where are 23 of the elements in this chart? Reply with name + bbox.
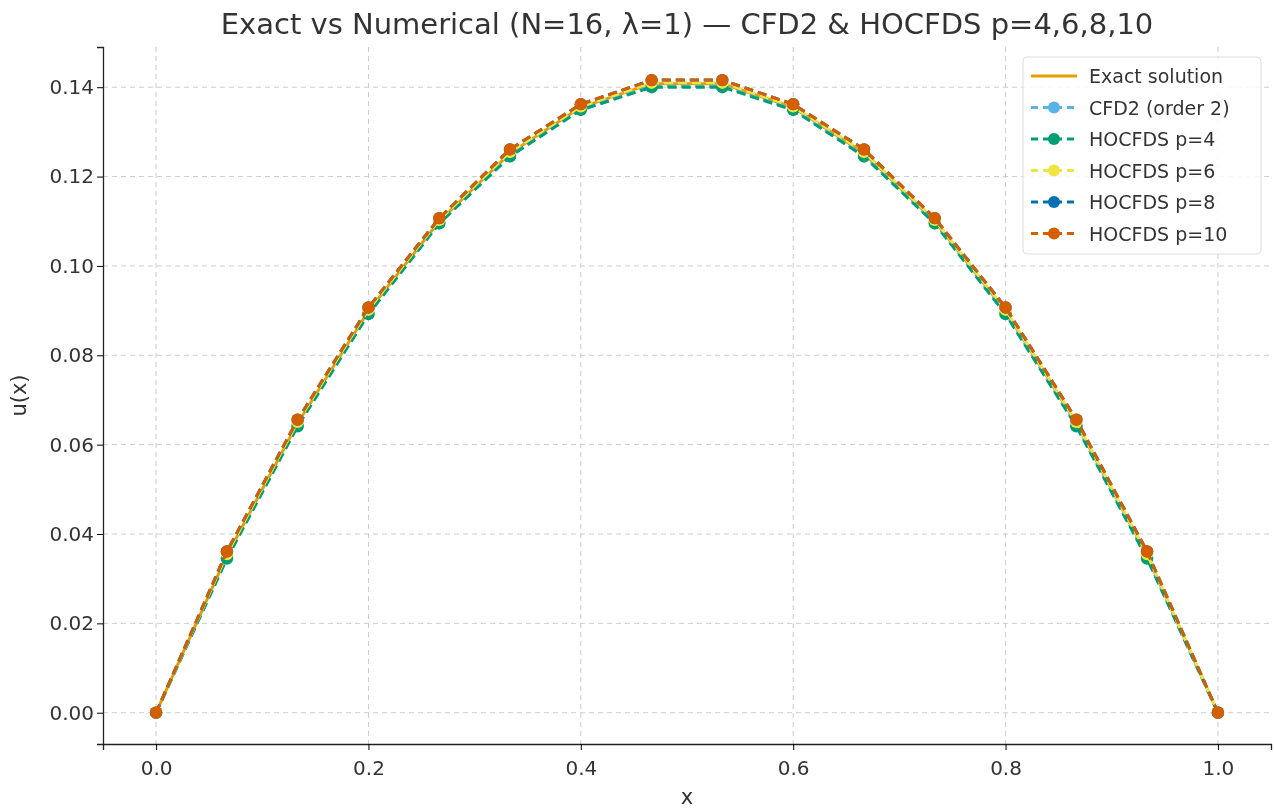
y-axis-title: u(x): [7, 374, 31, 417]
x-tick-label: 0.6: [777, 756, 810, 780]
x-tick-label: 0.2: [353, 756, 385, 780]
legend-label: HOCFDS p=8: [1089, 191, 1216, 213]
chart-title: Exact vs Numerical (N=16, λ=1) — CFD2 & HOCFDS p=4,6,8,10: [220, 7, 1154, 41]
legend-label: CFD2 (order 2): [1089, 96, 1230, 119]
x-tick-label: 0.4: [565, 756, 598, 780]
y-tick-label: 0.12: [49, 164, 94, 189]
y-tick-label: 0.08: [49, 343, 94, 368]
legend-label: Exact solution: [1089, 65, 1224, 87]
y-tick-label: 0.14: [49, 75, 94, 100]
x-axis-title: x: [680, 785, 694, 808]
legend-label: HOCFDS p=4: [1089, 128, 1216, 150]
y-tick-label: 0.04: [49, 521, 94, 546]
y-tick-label: 0.06: [49, 432, 94, 457]
legend-label: HOCFDS p=6: [1089, 159, 1216, 182]
x-tick-label: 0.8: [990, 756, 1022, 780]
y-tick-label: 0.10: [49, 253, 94, 278]
x-tick-label: 1.0: [1202, 756, 1235, 780]
y-tick-label: 0.02: [49, 611, 94, 636]
y-tick-label: 0.00: [49, 700, 94, 725]
legend-label: HOCFDS p=10: [1089, 222, 1228, 245]
x-tick-label: 0.0: [140, 756, 173, 780]
